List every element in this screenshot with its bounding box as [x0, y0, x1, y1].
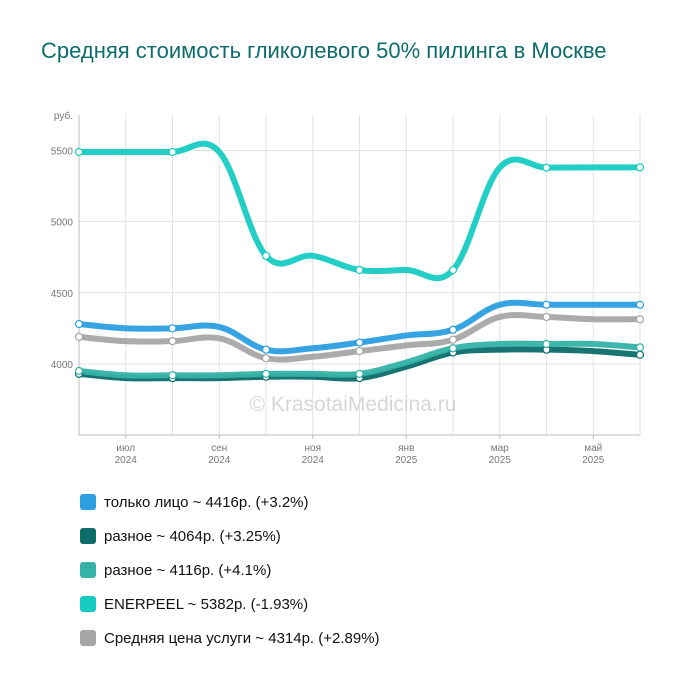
x-tick-label: ноя — [305, 443, 322, 454]
y-tick-label: 4000 — [51, 360, 74, 371]
data-point — [355, 369, 364, 378]
x-tick-year: 2024 — [115, 455, 138, 466]
data-point — [542, 163, 551, 172]
data-point — [168, 337, 177, 346]
data-point — [261, 251, 271, 260]
data-point — [635, 343, 645, 352]
legend-item: разное ~ 4064р. (+3.25%) — [80, 519, 380, 553]
legend: только лицо ~ 4416р. (+3.2%) разное ~ 406… — [80, 485, 380, 655]
legend-label: разное ~ 4116р. (+4.1%) — [104, 561, 272, 579]
x-tick-year: 2024 — [208, 455, 231, 466]
data-point — [261, 369, 271, 378]
data-point — [74, 332, 84, 341]
x-tick-year: 2025 — [489, 455, 512, 466]
data-point — [74, 147, 84, 157]
data-point — [355, 346, 364, 356]
x-tick-year: 2024 — [302, 455, 325, 466]
legend-swatch — [80, 562, 96, 578]
legend-item: разное ~ 4116р. (+4.1%) — [80, 553, 380, 587]
x-tick-year: 2025 — [582, 455, 605, 466]
legend-swatch — [80, 494, 96, 510]
legend-label: разное ~ 4064р. (+3.25%) — [104, 527, 281, 545]
line-chart: 4000450050005500руб.июл2024сен2024ноя202… — [51, 110, 645, 466]
chart-title: Средняя стоимость гликолевого 50% пилинг… — [41, 38, 607, 63]
data-point — [448, 265, 458, 275]
data-point — [542, 339, 551, 349]
legend-item: только лицо ~ 4416р. (+3.2%) — [80, 485, 380, 519]
x-tick-label: май — [584, 443, 602, 454]
data-point — [355, 265, 364, 275]
data-point — [168, 371, 177, 380]
legend-swatch — [80, 630, 96, 646]
x-tick-label: сен — [211, 443, 227, 454]
data-point — [168, 324, 177, 333]
x-tick-year: 2025 — [395, 455, 418, 466]
data-point — [355, 338, 364, 347]
data-point — [261, 354, 271, 363]
y-tick-label: 4500 — [51, 289, 74, 300]
data-point — [168, 147, 177, 157]
legend-label: Средняя цена услуги ~ 4314р. (+2.89%) — [104, 629, 380, 647]
y-tick-label: 5500 — [51, 147, 74, 158]
legend-swatch — [80, 528, 96, 544]
grid — [78, 115, 641, 435]
legend-item: ENERPEEL ~ 5382р. (-1.93%) — [80, 587, 380, 621]
x-tick-label: мар — [491, 443, 509, 454]
x-tick-label: янв — [398, 443, 414, 454]
data-point — [635, 300, 645, 309]
axes: 4000450050005500руб.июл2024сен2024ноя202… — [51, 110, 640, 466]
data-point — [635, 350, 645, 359]
legend-item: Средняя цена услуги ~ 4314р. (+2.89%) — [80, 621, 380, 655]
data-point — [261, 345, 271, 354]
data-point — [74, 366, 84, 376]
data-point — [448, 344, 458, 353]
watermark: © KrasotaiMedicina.ru — [250, 393, 457, 416]
legend-swatch — [80, 596, 96, 612]
data-point — [635, 315, 645, 324]
legend-label: ENERPEEL ~ 5382р. (-1.93%) — [104, 595, 309, 613]
data-point — [542, 312, 551, 322]
data-point — [448, 335, 458, 344]
x-tick-label: июл — [116, 443, 135, 454]
legend-label: только лицо ~ 4416р. (+3.2%) — [104, 493, 309, 511]
data-point — [542, 300, 551, 309]
data-point — [448, 325, 458, 334]
y-unit-label: руб. — [54, 110, 73, 122]
data-point — [635, 163, 645, 172]
data-point — [74, 319, 84, 329]
series-points — [74, 147, 645, 383]
y-tick-label: 5000 — [51, 218, 74, 229]
